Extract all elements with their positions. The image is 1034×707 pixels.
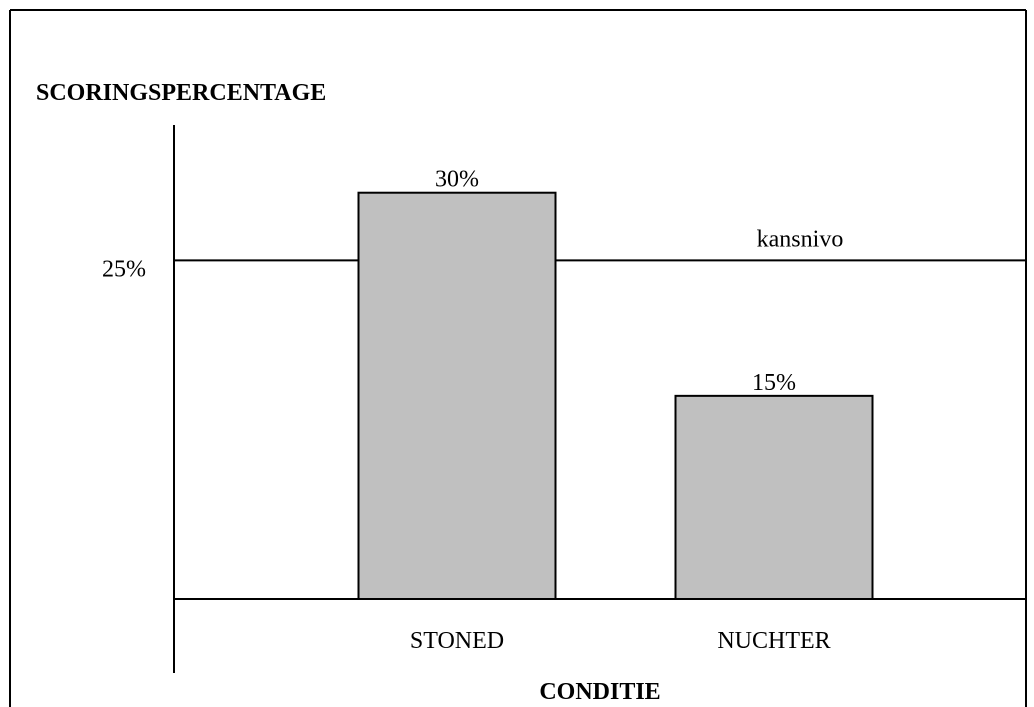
- bar: [357, 191, 557, 600]
- bar: [674, 394, 874, 600]
- value-label: 15%: [752, 370, 796, 396]
- y-axis-label: SCORINGSPERCENTAGE: [36, 80, 326, 106]
- x-axis-label: CONDITIE: [539, 679, 660, 705]
- annotation: kansnivo: [757, 226, 844, 252]
- y-tick-label: 25%: [102, 256, 146, 282]
- x-tick-label: NUCHTER: [717, 628, 830, 654]
- value-label: 30%: [435, 167, 479, 193]
- x-tick-label: STONED: [410, 628, 504, 654]
